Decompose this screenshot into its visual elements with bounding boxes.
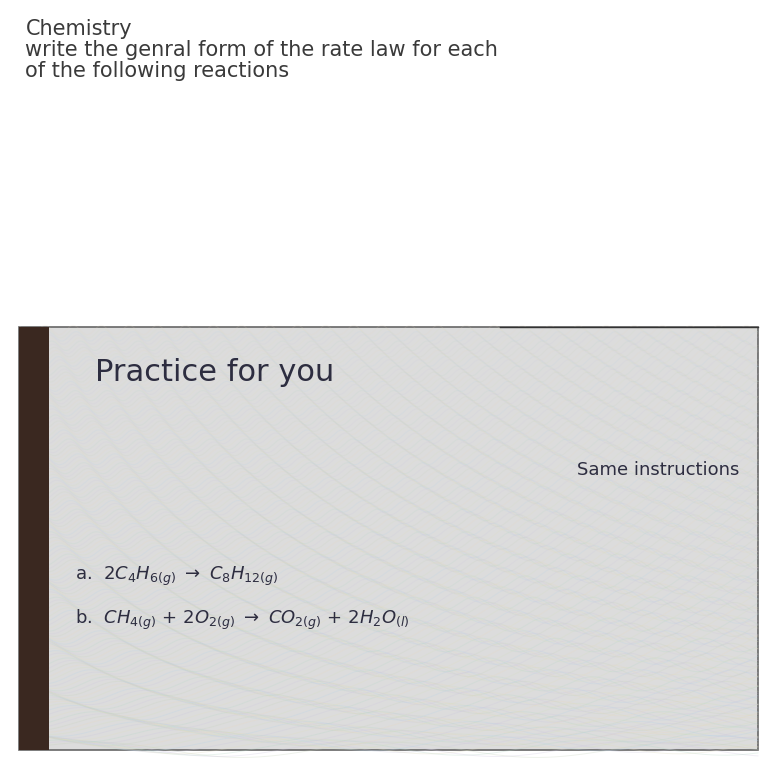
Bar xyxy=(19,327,49,750)
Text: Chemistry: Chemistry xyxy=(25,19,132,39)
Text: a.  $2C_4H_{6(g)}$ $\rightarrow$ $C_8H_{12(g)}$: a. $2C_4H_{6(g)}$ $\rightarrow$ $C_8H_{1… xyxy=(75,565,279,588)
Bar xyxy=(19,327,758,750)
Text: Practice for you: Practice for you xyxy=(95,358,334,387)
Text: of the following reactions: of the following reactions xyxy=(25,61,290,81)
Text: Same instructions: Same instructions xyxy=(577,461,739,479)
Text: b.  $CH_{4(g)}$ + $2O_{2(g)}$ $\rightarrow$ $CO_{2(g)}$ + $2H_2O_{(l)}$: b. $CH_{4(g)}$ + $2O_{2(g)}$ $\rightarro… xyxy=(75,608,410,631)
Text: write the genral form of the rate law for each: write the genral form of the rate law fo… xyxy=(25,40,498,60)
